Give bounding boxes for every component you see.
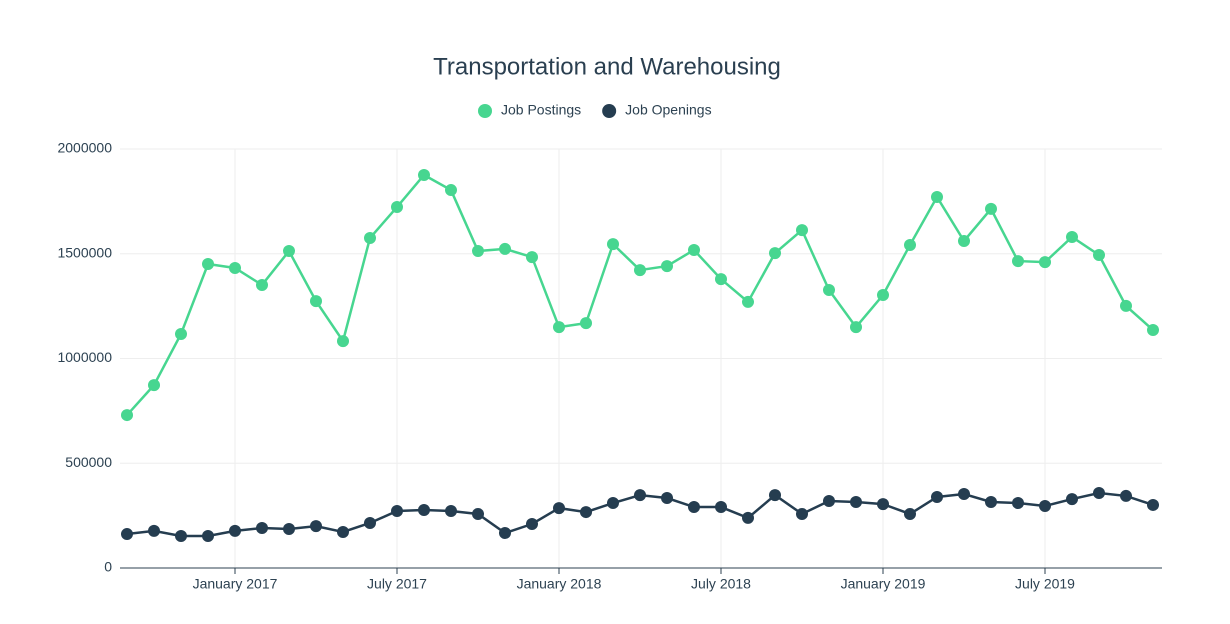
data-point <box>688 501 700 514</box>
data-point <box>580 506 592 519</box>
data-point <box>1120 489 1132 502</box>
data-point <box>796 224 808 237</box>
data-point <box>715 273 727 286</box>
legend-label: Job Openings <box>625 102 711 118</box>
data-point <box>877 498 889 511</box>
data-point <box>229 524 241 537</box>
data-point <box>472 507 484 520</box>
data-point <box>1147 498 1159 511</box>
data-point <box>391 505 403 518</box>
data-point <box>229 261 241 274</box>
data-point <box>472 245 484 258</box>
x-tick-label: July 2017 <box>367 576 427 592</box>
data-point <box>1039 499 1051 512</box>
data-point <box>769 489 781 502</box>
x-tick-label: July 2018 <box>691 576 751 592</box>
data-point <box>931 190 943 203</box>
data-point <box>310 295 322 308</box>
data-point <box>715 501 727 514</box>
data-point <box>580 317 592 330</box>
data-point <box>688 243 700 256</box>
data-point <box>634 489 646 502</box>
data-point <box>823 283 835 296</box>
data-point <box>634 264 646 277</box>
data-point <box>256 521 268 534</box>
data-point <box>175 529 187 542</box>
data-point <box>1093 249 1105 262</box>
data-point <box>661 260 673 273</box>
data-point <box>283 523 295 536</box>
y-tick-label: 1000000 <box>57 349 112 365</box>
data-point <box>283 245 295 258</box>
data-point <box>553 502 565 515</box>
data-point <box>391 201 403 214</box>
x-tick-label: January 2018 <box>517 576 602 592</box>
data-point <box>445 184 457 197</box>
data-point <box>1039 256 1051 269</box>
data-point <box>1120 299 1132 312</box>
data-point <box>175 327 187 340</box>
data-point <box>985 202 997 215</box>
chart-title: Transportation and Warehousing <box>433 53 781 80</box>
y-tick-label: 0 <box>104 559 112 575</box>
data-point <box>526 518 538 531</box>
data-point <box>337 335 349 348</box>
legend-marker <box>478 104 492 118</box>
data-point <box>958 488 970 501</box>
data-point <box>364 232 376 245</box>
data-point <box>904 507 916 520</box>
data-point <box>499 242 511 255</box>
data-point <box>823 494 835 507</box>
data-point <box>931 490 943 503</box>
legend-marker <box>602 104 617 118</box>
y-tick-label: 1500000 <box>57 244 112 260</box>
x-tick-label: January 2019 <box>841 576 926 592</box>
data-point <box>148 524 160 537</box>
data-point <box>742 511 754 524</box>
data-point <box>1012 255 1024 268</box>
data-point <box>526 251 538 264</box>
data-point <box>337 525 349 538</box>
data-point <box>121 409 133 422</box>
legend-label: Job Postings <box>501 102 581 118</box>
data-point <box>364 516 376 529</box>
x-tick-label: January 2017 <box>193 576 278 592</box>
data-point <box>1147 324 1159 337</box>
data-point <box>1093 486 1105 499</box>
data-point <box>877 289 889 302</box>
data-point <box>256 278 268 291</box>
data-point <box>418 168 430 181</box>
data-point <box>904 238 916 251</box>
data-point <box>202 258 214 271</box>
y-tick-label: 500000 <box>65 454 112 470</box>
data-point <box>445 505 457 518</box>
data-point <box>202 529 214 542</box>
data-point <box>310 520 322 533</box>
data-point <box>148 379 160 392</box>
y-tick-label: 2000000 <box>57 140 112 156</box>
data-point <box>985 496 997 509</box>
data-point <box>1012 497 1024 510</box>
data-point <box>1066 230 1078 243</box>
data-point <box>850 496 862 509</box>
data-point <box>742 295 754 308</box>
data-point <box>796 507 808 520</box>
data-point <box>1066 493 1078 506</box>
data-point <box>121 528 133 541</box>
data-point <box>499 527 511 540</box>
x-tick-label: July 2019 <box>1015 576 1075 592</box>
data-point <box>607 497 619 510</box>
data-point <box>553 321 565 334</box>
data-point <box>661 492 673 505</box>
data-point <box>958 234 970 247</box>
data-point <box>850 321 862 334</box>
data-point <box>607 238 619 251</box>
data-point <box>418 503 430 516</box>
data-point <box>769 247 781 260</box>
